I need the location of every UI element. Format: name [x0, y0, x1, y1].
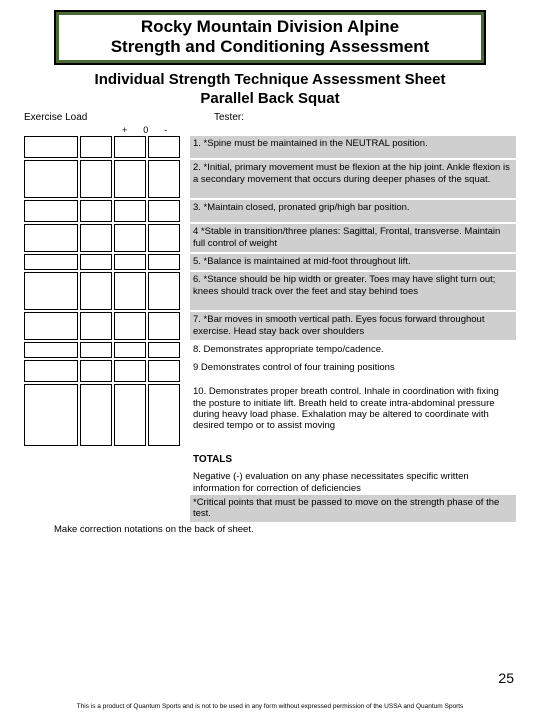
plus-minus-header: + 0 -	[122, 125, 516, 135]
banner-line2: Strength and Conditioning Assessment	[63, 37, 477, 57]
score-box[interactable]	[114, 384, 146, 446]
score-box[interactable]	[148, 312, 180, 340]
zero-label: 0	[143, 125, 148, 135]
minus-label: -	[164, 125, 167, 135]
score-box[interactable]	[114, 136, 146, 158]
score-box[interactable]	[114, 360, 146, 382]
negative-note: Negative (-) evaluation on any phase nec…	[190, 470, 516, 495]
score-box[interactable]	[80, 160, 112, 198]
meta-row: Exercise Load Tester:	[24, 112, 516, 123]
title-banner-inner: Rocky Mountain Division Alpine Strength …	[59, 15, 481, 60]
score-box-row	[24, 272, 184, 310]
score-box[interactable]	[114, 254, 146, 270]
totals-label: TOTALS	[190, 448, 516, 470]
criteria-column: 1. *Spine must be maintained in the NEUT…	[190, 136, 516, 522]
page: Rocky Mountain Division Alpine Strength …	[0, 0, 540, 535]
criterion-item: 8. Demonstrates appropriate tempo/cadenc…	[190, 342, 516, 358]
score-box[interactable]	[114, 272, 146, 310]
criterion-item: 4 *Stable in transition/three planes: Sa…	[190, 224, 516, 252]
score-box[interactable]	[114, 200, 146, 222]
criterion-item: 1. *Spine must be maintained in the NEUT…	[190, 136, 516, 158]
plus-label: +	[122, 125, 127, 135]
score-box[interactable]	[148, 384, 180, 446]
content-area: 1. *Spine must be maintained in the NEUT…	[24, 136, 516, 522]
score-box-row	[24, 384, 184, 446]
banner-line1: Rocky Mountain Division Alpine	[63, 17, 477, 37]
score-box[interactable]	[24, 136, 78, 158]
score-box[interactable]	[80, 360, 112, 382]
score-box-row	[24, 160, 184, 198]
score-box-row	[24, 360, 184, 382]
score-box-row	[24, 312, 184, 340]
score-box[interactable]	[80, 136, 112, 158]
criterion-item: 5. *Balance is maintained at mid-foot th…	[190, 254, 516, 270]
score-box[interactable]	[80, 342, 112, 358]
score-box-row	[24, 136, 184, 158]
score-box-row	[24, 342, 184, 358]
score-box[interactable]	[80, 224, 112, 252]
score-box[interactable]	[80, 312, 112, 340]
criterion-item: 6. *Stance should be hip width or greate…	[190, 272, 516, 310]
score-box[interactable]	[148, 136, 180, 158]
page-number: 25	[498, 670, 514, 686]
footer-text: This is a product of Quantum Sports and …	[0, 703, 540, 710]
score-box[interactable]	[80, 272, 112, 310]
score-box[interactable]	[148, 200, 180, 222]
score-box[interactable]	[24, 224, 78, 252]
score-box[interactable]	[114, 342, 146, 358]
subtitle-line1: Individual Strength Technique Assessment…	[24, 71, 516, 90]
score-box[interactable]	[114, 312, 146, 340]
score-box[interactable]	[24, 272, 78, 310]
score-box[interactable]	[80, 254, 112, 270]
score-box[interactable]	[148, 360, 180, 382]
score-box[interactable]	[24, 200, 78, 222]
criterion-item: 3. *Maintain closed, pronated grip/high …	[190, 200, 516, 222]
score-boxes-column	[24, 136, 184, 522]
score-box-row	[24, 200, 184, 222]
score-box[interactable]	[80, 384, 112, 446]
criterion-item: 2. *Initial, primary movement must be fl…	[190, 160, 516, 198]
back-note: Make correction notations on the back of…	[54, 524, 516, 535]
criterion-item: 9 Demonstrates control of four training …	[190, 360, 516, 382]
criterion-item: 10. Demonstrates proper breath control. …	[190, 384, 516, 446]
subtitle: Individual Strength Technique Assessment…	[24, 71, 516, 109]
score-box[interactable]	[24, 254, 78, 270]
score-box[interactable]	[114, 160, 146, 198]
criteria-list: 1. *Spine must be maintained in the NEUT…	[190, 136, 516, 446]
score-box[interactable]	[148, 224, 180, 252]
critical-note: *Critical points that must be passed to …	[190, 495, 516, 522]
subtitle-line2: Parallel Back Squat	[24, 90, 516, 109]
score-box[interactable]	[148, 160, 180, 198]
score-box[interactable]	[24, 312, 78, 340]
score-box[interactable]	[148, 254, 180, 270]
score-box[interactable]	[114, 224, 146, 252]
score-box[interactable]	[148, 342, 180, 358]
score-box[interactable]	[24, 384, 78, 446]
score-box[interactable]	[80, 200, 112, 222]
score-box[interactable]	[24, 360, 78, 382]
score-box[interactable]	[24, 342, 78, 358]
title-banner: Rocky Mountain Division Alpine Strength …	[54, 10, 486, 65]
score-box-row	[24, 224, 184, 252]
score-box-row	[24, 254, 184, 270]
exercise-load-label: Exercise Load	[24, 112, 214, 123]
score-box[interactable]	[148, 272, 180, 310]
criterion-item: 7. *Bar moves in smooth vertical path. E…	[190, 312, 516, 340]
score-box[interactable]	[24, 160, 78, 198]
tester-label: Tester:	[214, 112, 244, 123]
